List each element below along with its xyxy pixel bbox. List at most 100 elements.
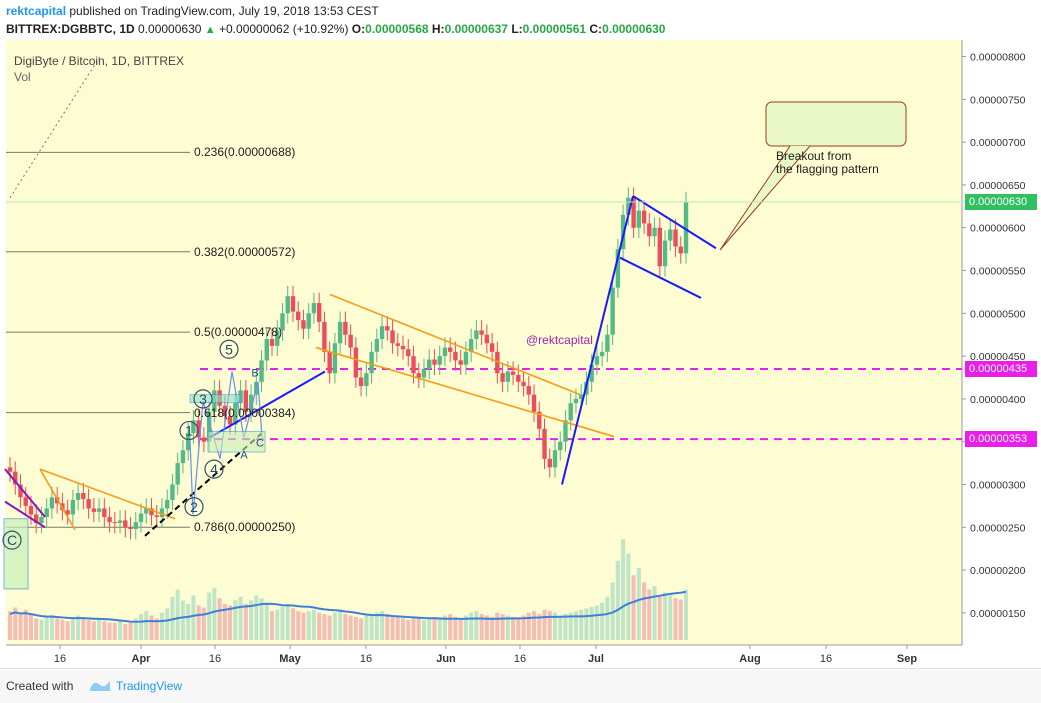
candle-body: [610, 287, 615, 335]
price-chart[interactable]: 0.00000800 0.00000750 0.00000700 0.00000650…: [0, 40, 1041, 668]
x-tick-label: Jul: [588, 653, 604, 665]
candle-body: [44, 508, 49, 518]
volume-bar: [547, 611, 552, 640]
volume-bar: [532, 611, 537, 640]
chart-area[interactable]: 0.00000800 0.00000750 0.00000700 0.00000650…: [0, 40, 1041, 668]
candle-body: [316, 303, 322, 322]
volume-bar: [259, 598, 264, 640]
candle-body: [206, 411, 212, 442]
volume-bar: [401, 618, 406, 640]
volume-bar: [264, 602, 269, 640]
candle-body: [542, 428, 547, 459]
candle-body: [290, 296, 296, 312]
volume-bar: [642, 582, 647, 640]
up-arrow-icon: ▲: [204, 24, 216, 36]
wave-box-c: [207, 430, 266, 453]
candle-body: [102, 508, 107, 518]
candle-body: [683, 202, 689, 254]
volume-bar: [594, 605, 599, 640]
candle-body: [243, 390, 249, 412]
volume-bar: [605, 596, 610, 640]
candle-body: [133, 522, 138, 530]
y-tick-label: 0.00000200: [970, 565, 1026, 577]
volume-bar: [505, 615, 510, 640]
volume-bar: [469, 612, 474, 640]
y-tick-label: 0.00000750: [970, 94, 1026, 106]
author-link[interactable]: rektcapital: [6, 4, 67, 18]
purple-line-1: [4, 468, 46, 518]
candle-body: [474, 330, 479, 339]
candle-body: [170, 484, 175, 500]
candle-body: [427, 359, 432, 369]
fib-level-label: 0.786(0.00000250): [194, 520, 296, 535]
volume-bar: [395, 616, 400, 640]
candle-body: [558, 441, 563, 451]
candle-body: [358, 377, 364, 387]
y-tick-label: 0.00000600: [970, 223, 1026, 235]
candle-body: [510, 371, 516, 375]
candle-body: [165, 499, 170, 509]
price-tag: 0.00000435: [965, 360, 1037, 377]
x-tick-label: Sep: [897, 653, 917, 665]
support-dashed-line: [144, 432, 263, 537]
candle-body: [552, 450, 558, 468]
candle-body: [7, 467, 13, 472]
candle-body: [222, 405, 228, 417]
volume-bar: [411, 618, 416, 640]
candle-body: [495, 351, 500, 374]
volume-bar: [537, 614, 542, 640]
volume-bar: [301, 612, 306, 640]
blue-support-line: [209, 370, 326, 439]
candle-body: [453, 351, 458, 361]
wave-label-circle: [179, 420, 199, 441]
candle-body: [269, 339, 275, 346]
volume-bar: [563, 614, 568, 640]
chart-title: DigiByte / Bitcoin, 1D, BITTREX: [14, 54, 185, 68]
candle-body: [285, 296, 290, 314]
candle-body: [227, 416, 233, 425]
candle-body: [23, 497, 28, 506]
candle-body: [589, 364, 594, 382]
volume-bar: [149, 615, 154, 640]
volume-bar: [374, 612, 379, 640]
volume-bar: [65, 621, 70, 640]
volume-bar: [657, 596, 662, 640]
y-tick-label: 0.00000500: [970, 308, 1026, 320]
volume-bar: [102, 621, 107, 640]
volume-bar: [207, 592, 212, 640]
volume-bar: [34, 618, 39, 640]
candle-body: [537, 411, 542, 429]
candle-body: [34, 514, 39, 524]
y-tick-label: 0.00000800: [970, 52, 1026, 64]
candle-body: [159, 508, 165, 518]
volume-bar: [296, 611, 301, 640]
volume-bar: [584, 608, 589, 640]
x-tick-label: 16: [360, 653, 372, 665]
candle-body: [531, 394, 537, 412]
volume-bar: [217, 598, 222, 640]
last-price: 0.00000630: [138, 22, 202, 36]
volume-bar: [228, 605, 233, 640]
volume-bar: [348, 615, 353, 640]
candle-body: [620, 214, 626, 250]
candle-body: [668, 229, 673, 241]
candle-body: [327, 351, 332, 374]
candle-body: [296, 311, 301, 321]
wave-label: 3: [199, 391, 207, 407]
tradingview-link[interactable]: TradingView: [116, 679, 183, 693]
x-tick-label: 16: [209, 653, 221, 665]
flag-pole: [561, 195, 634, 485]
volume-bar: [154, 618, 159, 640]
volume-bar: [144, 611, 149, 640]
candle-body: [343, 321, 348, 335]
candle-body: [144, 508, 149, 514]
high-value: 0.00000637: [444, 22, 508, 36]
candle-body: [573, 398, 579, 404]
candle-body: [175, 463, 180, 485]
volume-bar: [484, 615, 489, 640]
wave-label-circle: [193, 389, 213, 409]
volume-bar: [254, 595, 259, 640]
candle-body: [568, 403, 573, 421]
volume-bar: [270, 611, 275, 640]
volume-bar: [285, 604, 290, 640]
